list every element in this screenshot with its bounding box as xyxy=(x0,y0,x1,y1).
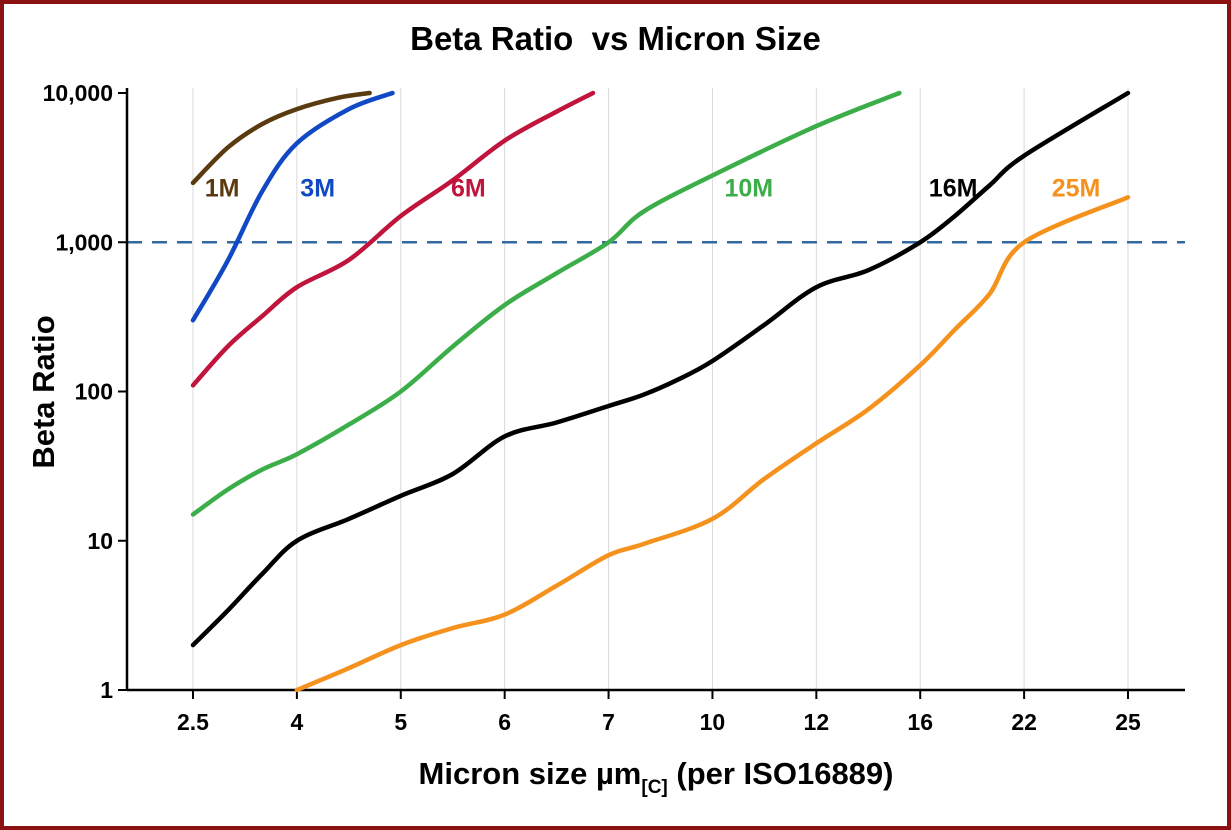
x-tick-label: 16 xyxy=(907,709,933,735)
x-axis-title-rest: (per ISO16889) xyxy=(667,756,894,791)
x-tick-label: 4 xyxy=(290,709,303,735)
series-label-10M: 10M xyxy=(724,174,773,202)
x-tick-label: 2.5 xyxy=(177,709,209,735)
series-line-1M xyxy=(190,90,372,186)
x-tick-label: 6 xyxy=(498,709,511,735)
x-axis-title: Micron size µm[C] (per ISO16889) xyxy=(127,756,1185,799)
x-axis-title-subscript: [C] xyxy=(641,777,668,798)
chart-title: Beta Ratio vs Micron Size xyxy=(410,20,821,57)
series-line-16M xyxy=(190,90,1131,648)
y-tick-label: 100 xyxy=(75,379,113,405)
series-label-25M: 25M xyxy=(1052,174,1101,202)
series-label-1M: 1M xyxy=(205,174,240,202)
x-axis-title-main: Micron size µm xyxy=(418,756,642,791)
x-tick-label: 7 xyxy=(602,709,615,735)
y-tick-label: 1 xyxy=(100,677,113,703)
series-line-25M xyxy=(294,195,1131,692)
x-tick-label: 22 xyxy=(1011,709,1037,735)
y-tick-label: 1,000 xyxy=(55,229,113,255)
series-line-6M xyxy=(190,90,596,388)
series-label-3M: 3M xyxy=(300,174,335,202)
x-tick-label: 10 xyxy=(700,709,726,735)
x-tick-label: 5 xyxy=(394,709,407,735)
series-line-10M xyxy=(190,90,902,517)
series-label-16M: 16M xyxy=(929,174,978,202)
series-line-3M xyxy=(190,90,395,323)
plot-area: 2.5 4 5 6 7 10 12 16 22 25 1 10 100 1,000 10,000 1M 3M 6M… xyxy=(43,80,1185,735)
y-tick-label: 10,000 xyxy=(43,80,113,106)
x-tick-label: 12 xyxy=(804,709,830,735)
y-tick-label: 10 xyxy=(87,528,113,554)
series-label-6M: 6M xyxy=(451,174,486,202)
x-tick-label: 25 xyxy=(1115,709,1141,735)
